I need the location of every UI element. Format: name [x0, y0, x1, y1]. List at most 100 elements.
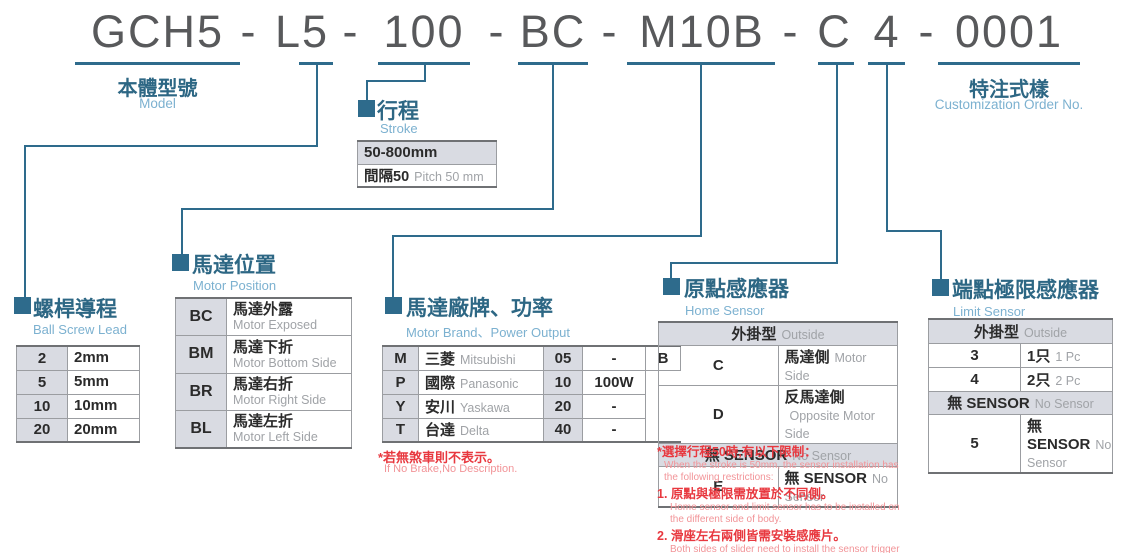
connector-stroke-horizontal [366, 80, 426, 82]
motor-brand-zh: 國際 [425, 374, 456, 392]
code-segment-motor-position: BC [519, 6, 587, 57]
connector-home-sensor-horizontal [670, 262, 838, 264]
underline-lead [299, 62, 333, 65]
motor-position-zh: 馬達外露 [233, 301, 294, 319]
motor-position-code: BR [175, 372, 227, 411]
motor-position-title: 馬達位置 [192, 254, 276, 277]
motor-position-code: BL [175, 409, 227, 449]
code-dash: - [240, 6, 258, 57]
ball-screw-title: 螺桿導程 [33, 298, 117, 321]
code-dash: - [601, 6, 619, 57]
table-row: 間隔50 Pitch 50 mm [357, 163, 497, 188]
ball-screw-bullet-icon [14, 297, 31, 314]
code-segment-motor-brand: M10B [639, 6, 765, 57]
table-row: D 反馬達側 Opposite Motor Side [658, 384, 898, 444]
connector-limit-sensor-horizontal [886, 230, 942, 232]
motor-brand-bullet-icon [385, 297, 402, 314]
motor-brand-zh: 安川 [425, 398, 456, 416]
motor-position-zh: 馬達左折 [233, 413, 294, 431]
table-row: 2 2mm [16, 345, 140, 371]
table-row: P 國際 Panasonic 10 100W [382, 369, 681, 395]
restriction-item1-zh: 1. 原點與極限需放置於不同側。 [657, 487, 834, 501]
motor-brand-zh: 三菱 [425, 350, 456, 368]
code-segment-stroke: 100 [383, 6, 465, 57]
connector-home-sensor-drop [836, 65, 838, 264]
limit-sensor-group2-zh: 無 SENSOR [947, 395, 1030, 412]
connector-motor-position-down [181, 208, 183, 255]
connector-limit-sensor-down [940, 230, 942, 281]
limit-sensor-code: 5 [928, 413, 1021, 473]
ball-screw-table: 2 2mm 5 5mm 10 10mm 20 20mm [16, 345, 140, 443]
motor-position-en: Motor Left Side [233, 430, 318, 445]
power-value: - [582, 393, 646, 419]
limit-sensor-group1-zh: 外掛型 [973, 323, 1019, 341]
table-row: 無 SENSOR No Sensor [658, 442, 898, 467]
table-row: T 台達 Delta 40 - [382, 417, 681, 443]
power-value: - [582, 345, 646, 371]
home-sensor-zh: 反馬達側 [784, 388, 845, 406]
table-row: 20 20mm [16, 417, 140, 443]
ball-screw-code: 2 [16, 345, 68, 371]
motor-brand-en: Mitsubishi [460, 352, 516, 367]
connector-motor-position-drop [552, 65, 554, 210]
home-sensor-code: C [658, 344, 779, 386]
limit-sensor-code: 3 [928, 342, 1021, 368]
motor-brand-zh: 台達 [425, 422, 456, 440]
table-row: BR 馬達右折 Motor Right Side [175, 372, 352, 411]
home-sensor-group2-en: No Sensor [792, 449, 852, 463]
motor-position-code: BC [175, 297, 227, 336]
limit-sensor-code: 4 [928, 366, 1021, 392]
table-row: Y 安川 Yaskawa 20 - [382, 393, 681, 419]
ball-screw-value: 2mm [74, 349, 110, 367]
connector-lead-down [24, 145, 26, 298]
ball-screw-value: 5mm [74, 373, 110, 390]
code-segment-lead: L5 [274, 6, 330, 57]
restriction-item2-en: Both sides of slider need to install the… [670, 544, 900, 553]
motor-brand-code: T [382, 417, 419, 443]
home-sensor-code: E [658, 465, 779, 507]
connector-motor-brand-horizontal [392, 235, 702, 237]
model-label-zh: 本體型號 [117, 78, 198, 100]
code-segment-limit-sensor: 4 [873, 6, 901, 57]
table-row: M 三菱 Mitsubishi 05 - B [382, 345, 681, 371]
code-segment-model: GCH5 [90, 6, 225, 57]
table-row: E 無 SENSOR No Sensor [658, 465, 898, 507]
connector-stroke-drop [424, 65, 426, 82]
code-segment-home-sensor: C [817, 6, 852, 57]
stroke-subtitle: Stroke [380, 121, 418, 136]
table-row: 外掛型 Outside [658, 321, 898, 346]
motor-position-zh: 馬達下折 [233, 338, 294, 356]
home-sensor-zh: 無 SENSOR [784, 469, 868, 487]
code-dash: - [488, 6, 506, 57]
table-row: 3 1只 1 Pc [928, 342, 1113, 368]
power-code: 05 [543, 345, 583, 371]
motor-position-table: BC 馬達外露 Motor Exposed BM 馬達下折 Motor Bottom… [175, 297, 352, 449]
code-segment-custom-no: 0001 [954, 6, 1064, 57]
motor-brand-title: 馬達廠牌、功率 [406, 297, 553, 320]
table-row: 5 無 SENSOR No Sensor [928, 413, 1113, 473]
motor-brand-en: Panasonic [460, 376, 519, 391]
underline-motor-position [518, 62, 588, 65]
connector-motor-brand-drop [700, 65, 702, 237]
model-label-en: Model [139, 96, 176, 111]
code-dash: - [342, 6, 360, 57]
table-row: BM 馬達下折 Motor Bottom Side [175, 334, 352, 374]
table-row: 外掛型 Outside [928, 318, 1113, 344]
table-row: 50-800mm [357, 140, 497, 165]
motor-brand-table: M 三菱 Mitsubishi 05 - B P 國際 Panasonic 10 1… [382, 345, 681, 443]
stroke-table: 50-800mm 間隔50 Pitch 50 mm [357, 140, 497, 188]
motor-position-bullet-icon [172, 254, 189, 271]
underline-home-sensor [818, 62, 854, 65]
power-code: 40 [543, 417, 583, 443]
stroke-pitch-en: Pitch 50 mm [414, 169, 484, 184]
connector-home-sensor-down [670, 262, 672, 280]
motor-position-code: BM [175, 334, 227, 374]
limit-sensor-subtitle: Limit Sensor [953, 304, 1026, 319]
stroke-pitch-zh: 間隔50 [364, 168, 410, 185]
limit-sensor-zh: 1只 [1027, 347, 1051, 365]
customization-label-en: Customization Order No. [934, 97, 1084, 112]
home-sensor-group1-zh: 外掛型 [731, 326, 777, 344]
limit-sensor-table: 外掛型 Outside 3 1只 1 Pc 4 2只 2 Pc 無 SENSOR No … [928, 318, 1113, 474]
limit-sensor-en: 1 Pc [1055, 349, 1081, 364]
